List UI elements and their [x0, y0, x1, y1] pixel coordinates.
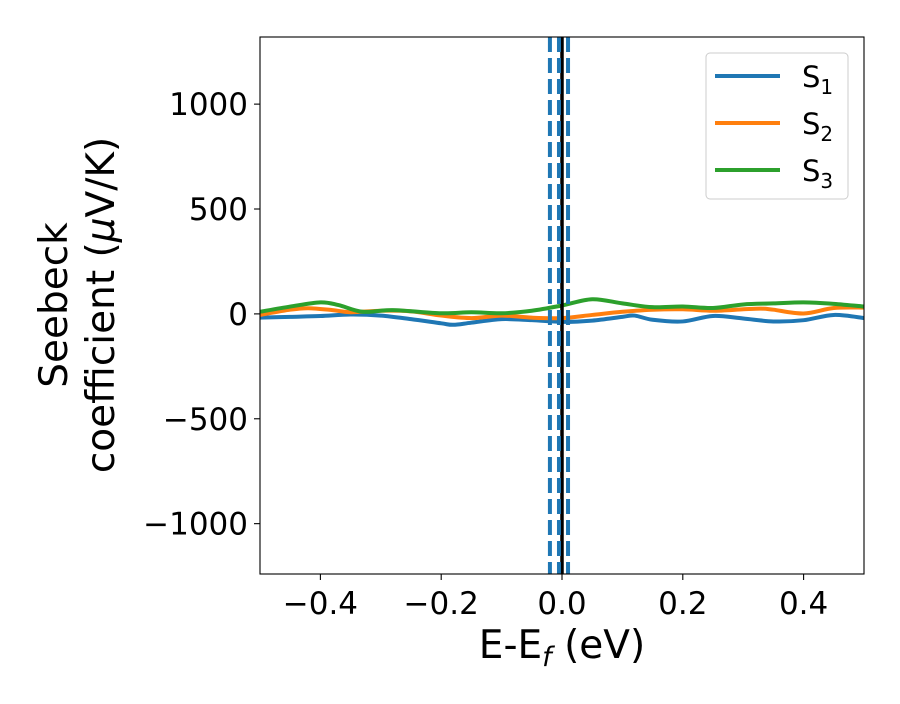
y-tick-label: 500 [189, 192, 248, 228]
legend: S1 S2 S3 [705, 52, 849, 200]
y-axis-label-line2: coefficient (μV/K) [79, 137, 124, 473]
y-tick-label: 0 [228, 297, 248, 333]
legend-entry-2: S2 [715, 107, 833, 146]
x-tick-label: −0.4 [283, 586, 358, 622]
y-axis-label-line1: Seebeck [32, 222, 77, 388]
legend-label-2: S2 [802, 107, 833, 146]
x-tick-label: −0.2 [404, 586, 479, 622]
reference-lines [547, 37, 571, 574]
y-axis-label: Seebeck coefficient (μV/K) [32, 137, 124, 473]
x-tick-label: 0.0 [537, 586, 586, 622]
legend-entry-3: S3 [715, 154, 833, 193]
legend-entry-1: S1 [715, 60, 833, 99]
x-axis-label: E-Ef (eV) [479, 623, 645, 673]
y-tick-label: −1000 [143, 507, 248, 543]
x-tick-label: 0.2 [658, 586, 707, 622]
legend-box [705, 52, 849, 200]
y-tick-label: 1000 [169, 87, 248, 123]
x-tick-label: 0.4 [779, 586, 828, 622]
legend-label-3: S3 [802, 154, 833, 193]
y-tick-label: −500 [163, 402, 248, 438]
axis-ticks: −0.4 −0.2 0.0 0.2 0.4 −1000 −500 0 500 1000 [143, 87, 828, 622]
legend-label-1: S1 [802, 60, 833, 99]
